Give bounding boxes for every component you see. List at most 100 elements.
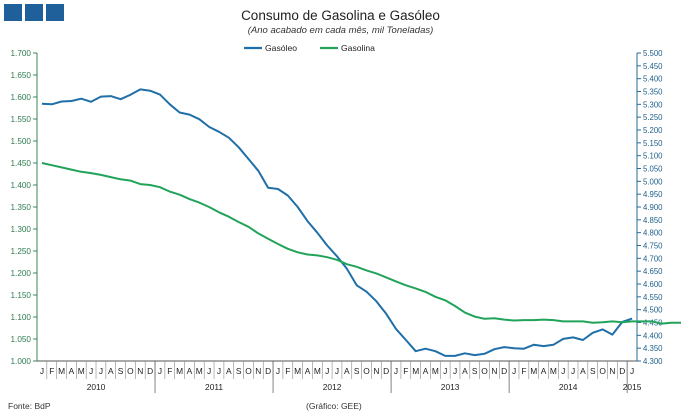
right-tick-label: 4.300 (643, 357, 663, 366)
month-label: M (412, 366, 419, 376)
left-tick-label: 1.550 (11, 115, 32, 124)
right-tick-label: 5.250 (643, 113, 663, 122)
month-label: O (599, 366, 606, 376)
month-label: J (443, 366, 447, 376)
right-tick-label: 5.100 (643, 152, 663, 161)
chart-title: Consumo de Gasolina e Gasóleo (241, 8, 440, 23)
right-tick-label: 5.300 (643, 100, 663, 109)
month-label: S (118, 366, 124, 376)
month-label: A (580, 366, 586, 376)
month-label: O (481, 366, 488, 376)
month-label: S (236, 366, 242, 376)
left-tick-label: 1.050 (11, 335, 32, 344)
month-label: O (245, 366, 252, 376)
left-tick-label: 1.350 (11, 203, 32, 212)
right-tick-label: 5.150 (643, 139, 663, 148)
month-label: J (630, 366, 634, 376)
month-label: O (127, 366, 134, 376)
logo-square (46, 4, 64, 21)
month-label: A (423, 366, 429, 376)
right-tick-label: 4.550 (643, 293, 663, 302)
left-tick-label: 1.000 (11, 357, 32, 366)
right-tick-label: 4.800 (643, 229, 663, 238)
month-label: N (137, 366, 143, 376)
month-label: N (373, 366, 379, 376)
right-tick-label: 5.050 (643, 165, 663, 174)
right-tick-label: 4.650 (643, 267, 663, 276)
month-label: J (561, 366, 565, 376)
month-label: J (217, 366, 221, 376)
month-label: A (108, 366, 114, 376)
left-tick-label: 1.450 (11, 159, 32, 168)
right-tick-label: 4.950 (643, 190, 663, 199)
month-label: D (265, 366, 271, 376)
month-label: M (294, 366, 301, 376)
year-label: 2013 (441, 382, 460, 392)
month-label: F (285, 366, 290, 376)
month-label: J (207, 366, 211, 376)
month-label: A (344, 366, 350, 376)
month-label: D (383, 366, 389, 376)
series-line-gasoleo (41, 88, 633, 357)
left-tick-label: 1.600 (11, 93, 32, 102)
right-tick-label: 5.350 (643, 88, 663, 97)
month-label: S (472, 366, 478, 376)
right-tick-label: 5.200 (643, 126, 663, 135)
right-tick-label: 5.000 (643, 177, 663, 186)
left-tick-label: 1.700 (11, 49, 32, 58)
year-label: 2015 (623, 382, 642, 392)
right-tick-label: 4.350 (643, 344, 663, 353)
left-tick-label: 1.250 (11, 247, 32, 256)
month-label: D (501, 366, 507, 376)
left-tick-label: 1.300 (11, 225, 32, 234)
right-tick-label: 4.900 (643, 203, 663, 212)
month-label: J (335, 366, 339, 376)
month-label: A (226, 366, 232, 376)
left-tick-label: 1.200 (11, 269, 32, 278)
series-line-gasolina (41, 162, 681, 325)
month-label: M (176, 366, 183, 376)
month-label: M (550, 366, 557, 376)
year-label: 2014 (559, 382, 578, 392)
month-label: N (609, 366, 615, 376)
month-label: M (314, 366, 321, 376)
month-label: D (147, 366, 153, 376)
month-label: D (619, 366, 625, 376)
month-label: J (571, 366, 575, 376)
year-label: 2012 (323, 382, 342, 392)
right-tick-label: 5.400 (643, 75, 663, 84)
left-tick-label: 1.650 (11, 71, 32, 80)
month-label: M (78, 366, 85, 376)
legend-label-gasolina: Gasolina (341, 43, 375, 53)
month-label: S (590, 366, 596, 376)
month-label: O (363, 366, 370, 376)
month-label: J (512, 366, 516, 376)
right-tick-label: 4.750 (643, 242, 663, 251)
month-label: J (276, 366, 280, 376)
month-label: J (99, 366, 103, 376)
month-label: J (158, 366, 162, 376)
month-label: J (394, 366, 398, 376)
left-tick-label: 1.150 (11, 291, 32, 300)
legend-label-gasoleo: Gasóleo (265, 43, 297, 53)
month-label: F (49, 366, 54, 376)
logo-square (4, 4, 22, 21)
left-tick-label: 1.100 (11, 313, 32, 322)
month-label: N (491, 366, 497, 376)
credit-note: (Gráfico: GEE) (306, 401, 362, 411)
chart-subtitle: (Ano acabado em cada mês, mil Toneladas) (247, 25, 434, 36)
source-note: Fonte: BdP (8, 401, 51, 411)
month-label: A (187, 366, 193, 376)
month-label: F (521, 366, 526, 376)
right-tick-label: 5.500 (643, 49, 663, 58)
right-tick-label: 4.850 (643, 216, 663, 225)
month-label: M (432, 366, 439, 376)
brand-logo (4, 4, 64, 21)
year-label: 2010 (87, 382, 106, 392)
month-label: A (541, 366, 547, 376)
month-label: M (58, 366, 65, 376)
right-tick-label: 4.600 (643, 280, 663, 289)
month-label: J (325, 366, 329, 376)
month-label: A (462, 366, 468, 376)
month-label: A (69, 366, 75, 376)
